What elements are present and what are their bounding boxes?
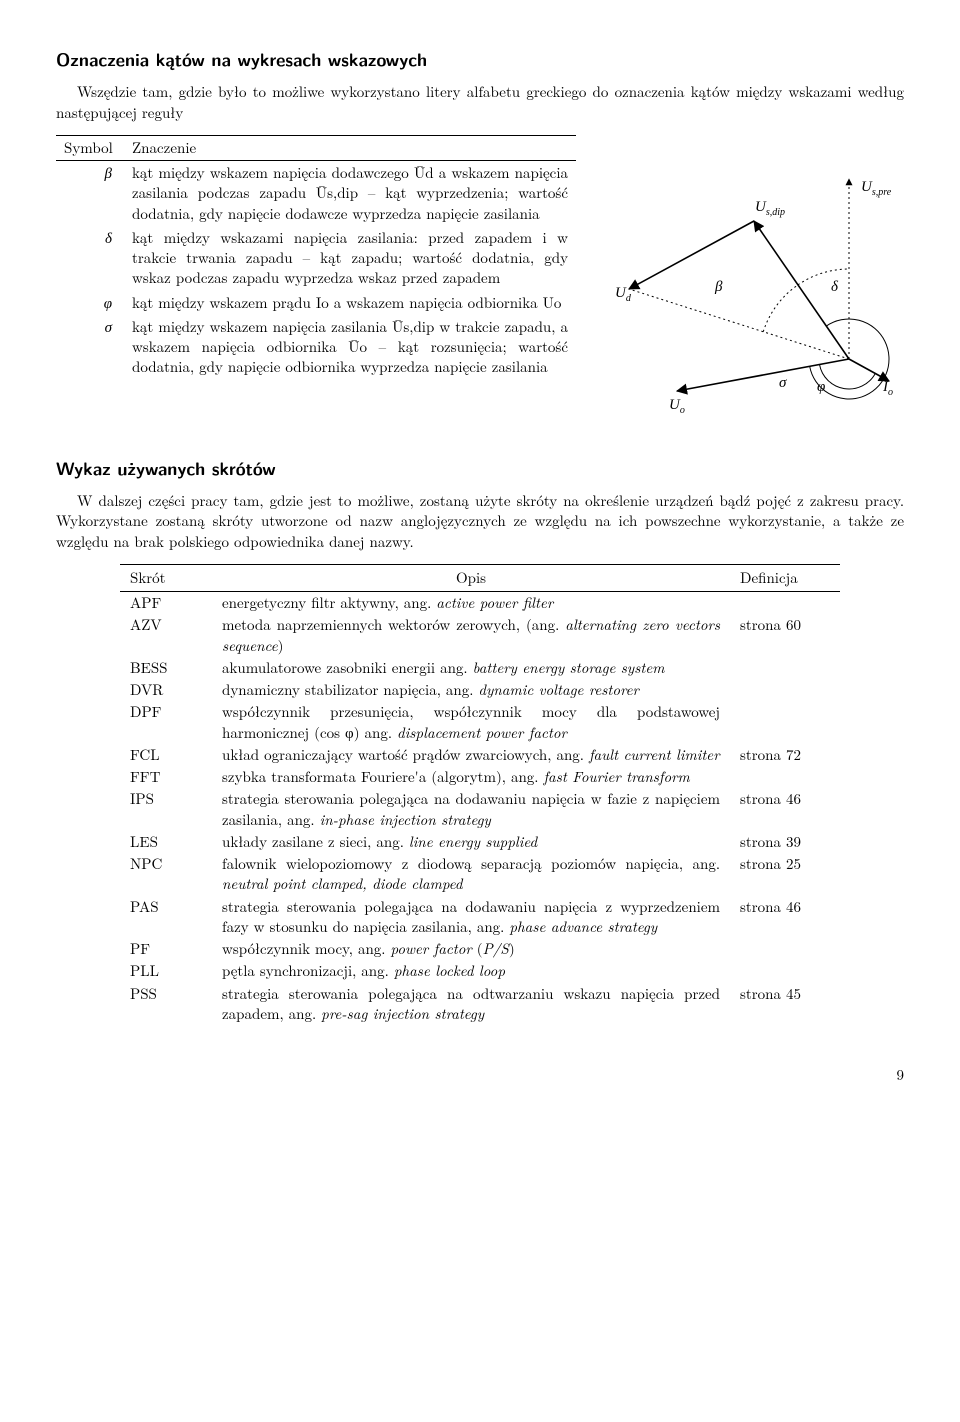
table-row: BESSakumulatorowe zasobniki energii ang.… — [120, 657, 840, 679]
abbrev-col-header: Skrót — [120, 564, 212, 591]
desc-cell: metoda naprzemiennych wektorów zerowych,… — [212, 614, 730, 657]
svg-text:Us,pre: Us,pre — [861, 179, 892, 198]
abbrev-cell: BESS — [120, 657, 212, 679]
table-row: β kąt między wskazem napięcia dodawczego… — [56, 161, 576, 226]
table-row: PFwspółczynnik mocy, ang. power factor (… — [120, 938, 840, 960]
abbrev-cell: PSS — [120, 983, 212, 1026]
svg-text:φ: φ — [817, 379, 825, 395]
desc-cell: strategia sterowania polegająca na dodaw… — [212, 788, 730, 831]
desc-cell: dynamiczny stabilizator napięcia, ang. d… — [212, 679, 730, 701]
symbol-cell: β — [56, 161, 124, 226]
def-cell: strona 45 — [730, 983, 840, 1026]
symbol-cell: φ — [56, 291, 124, 315]
meaning-cell: kąt między wskazami napięcia zasilania: … — [124, 226, 576, 291]
table-row: DVRdynamiczny stabilizator napięcia, ang… — [120, 679, 840, 701]
desc-cell: układ ograniczający wartość prądów zwarc… — [212, 744, 730, 766]
section-abbrev-intro: W dalszej części pracy tam, gdzie jest t… — [56, 491, 904, 552]
def-cell: strona 46 — [730, 896, 840, 939]
abbrev-cell: PF — [120, 938, 212, 960]
symbol-cell: δ — [56, 226, 124, 291]
table-row: FFTszybka transformata Fouriere'a (algor… — [120, 766, 840, 788]
desc-cell: układy zasilane z sieci, ang. line energ… — [212, 831, 730, 853]
symbol-table-wrapper: Symbol Znaczenie β kąt między wskazem na… — [56, 135, 576, 380]
abbrev-cell: NPC — [120, 853, 212, 896]
table-row: PLLpętla synchronizacji, ang. phase lock… — [120, 960, 840, 982]
def-cell: strona 46 — [730, 788, 840, 831]
desc-cell: współczynnik mocy, ang. power factor (P/… — [212, 938, 730, 960]
table-row: IPSstrategia sterowania polegająca na do… — [120, 788, 840, 831]
svg-text:σ: σ — [779, 375, 787, 391]
section-abbrev-heading: Wykaz używanych skrótów — [56, 457, 904, 481]
table-row: FCLukład ograniczający wartość prądów zw… — [120, 744, 840, 766]
abbrev-cell: FCL — [120, 744, 212, 766]
abbrev-cell: IPS — [120, 788, 212, 831]
desc-cell: szybka transformata Fouriere'a (algorytm… — [212, 766, 730, 788]
def-cell — [730, 592, 840, 615]
def-cell — [730, 960, 840, 982]
table-row: PASstrategia sterowania polegająca na do… — [120, 896, 840, 939]
desc-cell: współczynnik przesunięcia, współczynnik … — [212, 701, 730, 744]
phasor-diagram: Ud Us,dip Us,pre Uo Io β δ σ φ — [599, 169, 899, 429]
abbrev-cell: PAS — [120, 896, 212, 939]
def-cell — [730, 701, 840, 744]
def-cell: strona 39 — [730, 831, 840, 853]
page-number: 9 — [56, 1065, 904, 1085]
abbrev-cell: AZV — [120, 614, 212, 657]
svg-text:Us,dip: Us,dip — [755, 199, 785, 218]
section-angles-heading: Oznaczenia kątów na wykresach wskazowych — [56, 48, 904, 72]
def-cell — [730, 766, 840, 788]
desc-col-header: Opis — [212, 564, 730, 591]
desc-cell: strategia sterowania polegająca na dodaw… — [212, 896, 730, 939]
abbrev-cell: FFT — [120, 766, 212, 788]
table-row: δ kąt między wskazami napięcia zasilania… — [56, 226, 576, 291]
symbol-table-header: Symbol Znaczenie — [56, 135, 576, 160]
def-cell — [730, 657, 840, 679]
table-row: σ kąt między wskazem napięcia zasilania … — [56, 315, 576, 380]
svg-text:Uo: Uo — [669, 397, 685, 416]
def-cell: strona 72 — [730, 744, 840, 766]
svg-text:δ: δ — [831, 279, 839, 295]
def-cell: strona 60 — [730, 614, 840, 657]
table-row: φ kąt między wskazem prądu Io a wskazem … — [56, 291, 576, 315]
table-row: PSSstrategia sterowania polegająca na od… — [120, 983, 840, 1026]
desc-cell: strategia sterowania polegająca na odtwa… — [212, 983, 730, 1026]
abbrev-table-header: Skrót Opis Definicja — [120, 564, 840, 591]
def-cell — [730, 938, 840, 960]
table-row: LESukłady zasilane z sieci, ang. line en… — [120, 831, 840, 853]
meaning-cell: kąt między wskazem napięcia dodawczego Ū… — [124, 161, 576, 226]
table-row: AZVmetoda naprzemiennych wektorów zerowy… — [120, 614, 840, 657]
abbrev-cell: DPF — [120, 701, 212, 744]
table-row: DPFwspółczynnik przesunięcia, współczynn… — [120, 701, 840, 744]
meaning-cell: kąt między wskazem prądu Io a wskazem na… — [124, 291, 576, 315]
angles-content-row: Symbol Znaczenie β kąt między wskazem na… — [56, 135, 904, 429]
abbrev-cell: LES — [120, 831, 212, 853]
symbol-cell: σ — [56, 315, 124, 380]
abbrev-cell: APF — [120, 592, 212, 615]
def-cell — [730, 679, 840, 701]
desc-cell: falownik wielopoziomowy z diodową separa… — [212, 853, 730, 896]
symbol-table: Symbol Znaczenie β kąt między wskazem na… — [56, 135, 576, 380]
abbrev-cell: PLL — [120, 960, 212, 982]
desc-cell: energetyczny filtr aktywny, ang. active … — [212, 592, 730, 615]
abbrev-cell: DVR — [120, 679, 212, 701]
phasor-diagram-wrapper: Ud Us,dip Us,pre Uo Io β δ σ φ — [594, 135, 904, 429]
svg-text:Ud: Ud — [615, 285, 632, 304]
table-row: APFenergetyczny filtr aktywny, ang. acti… — [120, 592, 840, 615]
abbrev-table: Skrót Opis Definicja APFenergetyczny fil… — [120, 564, 840, 1025]
symbol-col-header: Symbol — [56, 135, 124, 160]
table-row: NPCfalownik wielopoziomowy z diodową sep… — [120, 853, 840, 896]
svg-text:Io: Io — [882, 379, 893, 398]
def-cell: strona 25 — [730, 853, 840, 896]
meaning-cell: kąt między wskazem napięcia zasilania Ūs… — [124, 315, 576, 380]
meaning-col-header: Znaczenie — [124, 135, 576, 160]
def-col-header: Definicja — [730, 564, 840, 591]
section-angles-intro: Wszędzie tam, gdzie było to możliwe wyko… — [56, 82, 904, 123]
svg-text:β: β — [714, 279, 723, 295]
desc-cell: pętla synchronizacji, ang. phase locked … — [212, 960, 730, 982]
desc-cell: akumulatorowe zasobniki energii ang. bat… — [212, 657, 730, 679]
